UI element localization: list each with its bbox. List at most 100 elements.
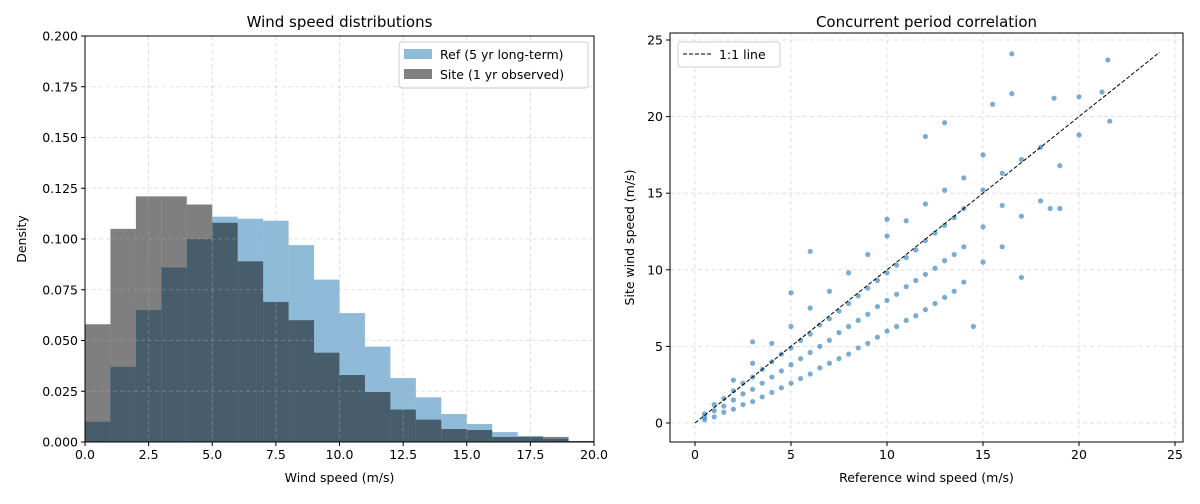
y-tick-label: 0.175 xyxy=(42,79,78,94)
scatter-point xyxy=(788,345,794,351)
site-histogram-bar xyxy=(263,301,289,442)
scatter-point xyxy=(942,187,948,193)
scatter-point xyxy=(836,330,842,336)
y-tick-label: 0.100 xyxy=(42,232,78,247)
y-tick-label: 0.125 xyxy=(42,181,78,196)
y-tick-label: 0.000 xyxy=(42,435,78,450)
scatter-point xyxy=(1057,205,1063,212)
legend-swatch xyxy=(404,49,432,59)
scatter-point xyxy=(750,398,756,405)
site-histogram-bar xyxy=(186,204,213,442)
scatter-point xyxy=(1105,57,1111,63)
scatter-point xyxy=(702,411,708,417)
scatter-point xyxy=(865,285,871,291)
scatter-point xyxy=(980,259,986,265)
scatter-point xyxy=(903,284,909,290)
site-histogram-bar xyxy=(568,440,594,442)
scatter-point xyxy=(922,271,929,277)
scatter-point xyxy=(1057,163,1063,169)
scatter-point xyxy=(932,300,938,307)
scatter-point xyxy=(922,201,929,207)
scatter-point xyxy=(750,339,756,345)
scatter-point xyxy=(922,133,929,140)
scatter-point xyxy=(826,337,833,343)
scatter-point xyxy=(884,216,890,222)
scatter-point xyxy=(788,323,794,330)
scatter-point xyxy=(759,380,765,386)
scatter-point xyxy=(1018,274,1024,281)
scatter-point xyxy=(721,403,727,409)
site-histogram-bar xyxy=(161,196,187,442)
scatter-point xyxy=(942,120,948,126)
scatter-point xyxy=(798,356,804,362)
scatter-point xyxy=(750,360,756,366)
scatter-point xyxy=(836,308,842,314)
scatter-point xyxy=(884,233,890,239)
scatter-point xyxy=(1076,132,1082,138)
y-tick-label: 0.050 xyxy=(42,333,78,348)
scatter-point xyxy=(721,409,727,415)
scatter-point xyxy=(798,375,804,382)
scatter-point xyxy=(750,386,756,392)
scatter-point xyxy=(1018,156,1024,163)
site-histogram-bar xyxy=(492,436,518,442)
scatter-point xyxy=(798,337,804,343)
legend-swatch xyxy=(404,69,432,79)
scatter-point xyxy=(1107,118,1113,124)
x-tick-label: 2.5 xyxy=(139,447,159,462)
scatter-point xyxy=(922,238,929,244)
scatter-point xyxy=(942,258,948,264)
scatter-point xyxy=(769,374,775,380)
x-tick-label: 20.0 xyxy=(580,447,608,462)
scatter-point xyxy=(711,408,717,414)
scatter-point xyxy=(1099,89,1105,95)
scatter-point xyxy=(874,277,881,284)
scatter-point xyxy=(1009,51,1015,57)
chart-title: Wind speed distributions xyxy=(247,13,433,31)
scatter-point xyxy=(817,343,823,349)
x-tick-label: 5.0 xyxy=(202,447,222,462)
scatter-point xyxy=(961,244,967,250)
site-histogram-bar xyxy=(110,228,136,442)
scatter-point xyxy=(932,265,938,271)
site-histogram-bar xyxy=(212,222,238,442)
scatter-point xyxy=(730,397,737,403)
scatter-point xyxy=(1038,198,1044,204)
scatter-point xyxy=(730,388,737,394)
scatter-point xyxy=(826,316,833,322)
x-tick-label: 12.5 xyxy=(389,447,417,462)
y-tick-label: 20 xyxy=(647,109,663,124)
scatter-point xyxy=(874,303,881,310)
x-tick-label: 20 xyxy=(1071,447,1087,462)
scatter-point xyxy=(980,187,986,193)
scatter-point xyxy=(903,317,909,323)
scatter-point xyxy=(970,323,977,330)
scatter-point xyxy=(807,371,813,377)
scatter-point xyxy=(1018,213,1024,219)
scatter-point xyxy=(711,402,717,408)
site-histogram-bar xyxy=(85,324,111,442)
scatter-point xyxy=(884,328,890,334)
scatter-point xyxy=(740,402,746,408)
site-histogram-bar xyxy=(441,429,467,442)
scatter-point xyxy=(817,322,823,328)
x-tick-label: 25 xyxy=(1167,447,1183,462)
scatter-point xyxy=(999,202,1005,209)
chart-title: Concurrent period correlation xyxy=(816,13,1037,31)
y-tick-label: 5 xyxy=(655,339,663,354)
scatter-point xyxy=(913,313,919,319)
legend-label: Site (1 yr observed) xyxy=(440,67,564,82)
scatter-point xyxy=(721,395,727,402)
scatter-point xyxy=(778,385,785,391)
scatter-point xyxy=(951,215,957,221)
scatter-point xyxy=(740,391,746,397)
scatter-point xyxy=(846,270,852,276)
x-axis-label: Wind speed (m/s) xyxy=(285,470,395,485)
scatter-point xyxy=(807,305,813,311)
site-histogram-bar xyxy=(415,419,442,442)
scatter-point xyxy=(999,244,1005,250)
scatter-point xyxy=(740,380,746,386)
scatter-point xyxy=(961,175,967,181)
x-tick-label: 10 xyxy=(879,447,895,462)
